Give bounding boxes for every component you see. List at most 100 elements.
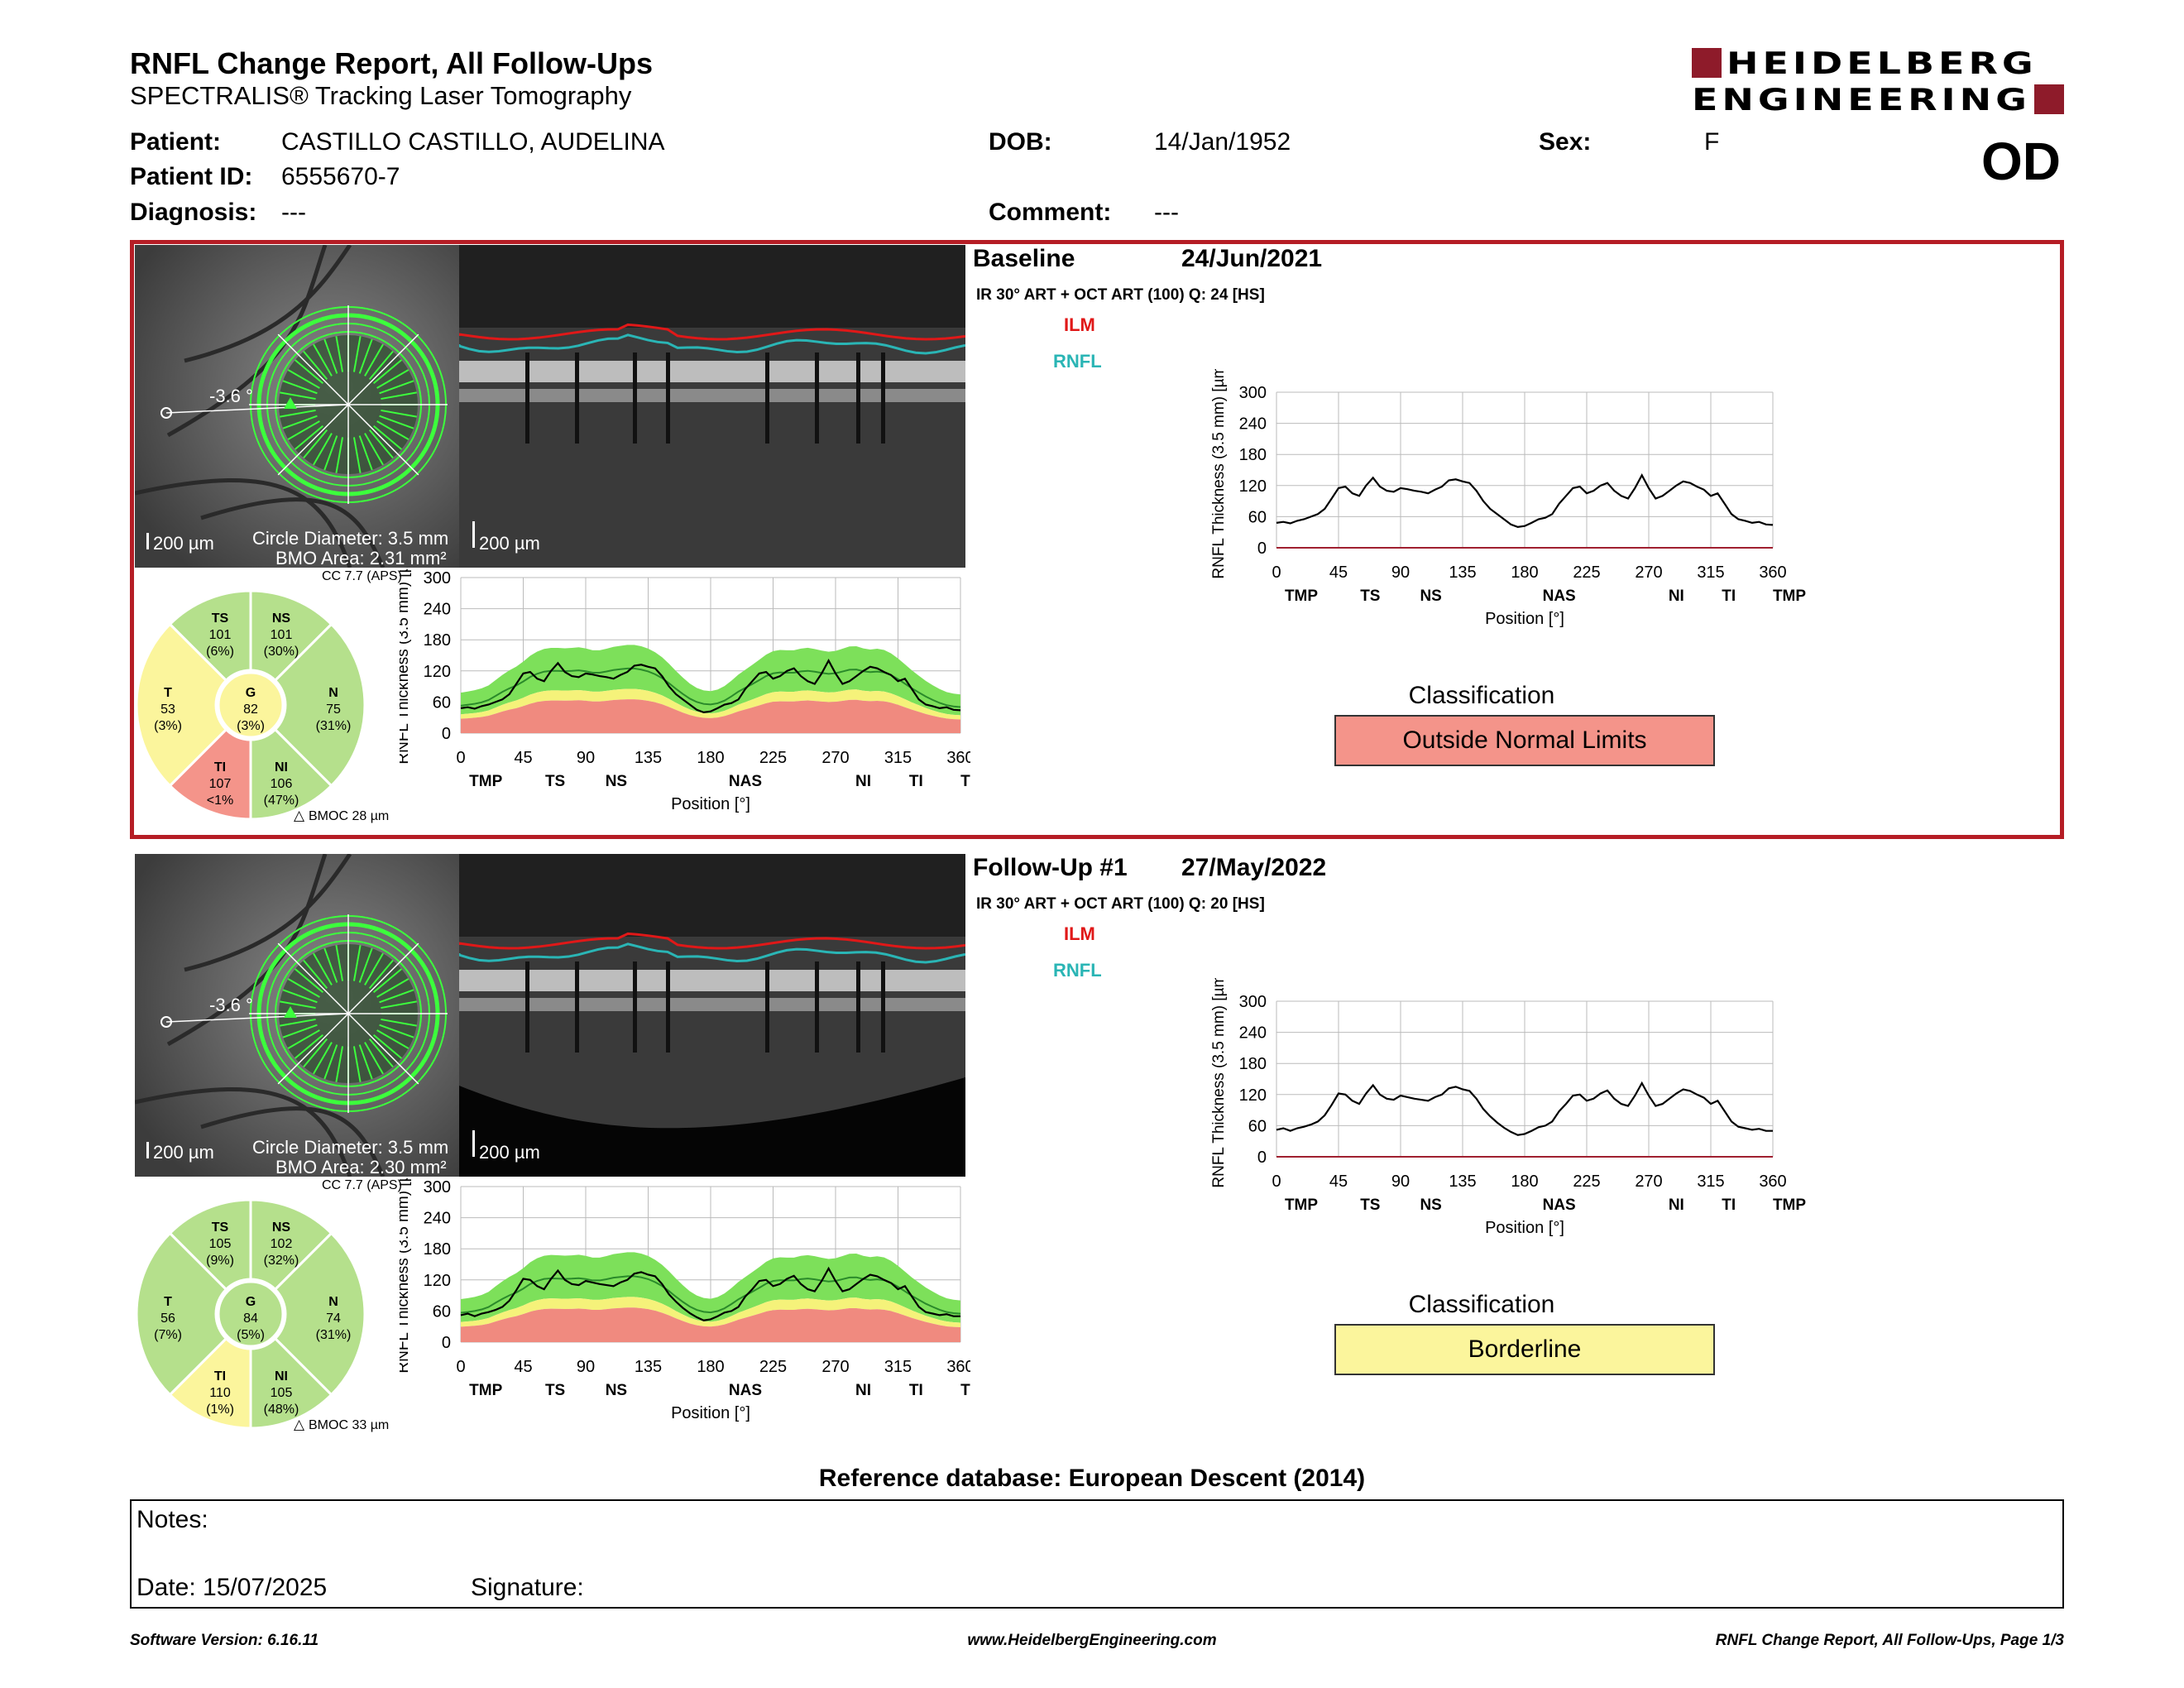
scan0-angle: -3.6 °: [209, 386, 253, 406]
scan1-radial-scan-line: [295, 968, 324, 994]
scan1-bscan-image: [459, 854, 965, 1177]
scan0-rnfl-boundary: [459, 333, 965, 355]
scan1-sector-t-value: 56: [160, 1312, 175, 1326]
website-link[interactable]: www.HeidelbergEngineering.com: [967, 1632, 1217, 1649]
scan1-vessel-shadow: [525, 961, 529, 1053]
scan1-small-sector-label: TMP: [469, 1382, 502, 1399]
dob-value: 14/Jan/1952: [1154, 128, 1291, 156]
scan0-date: 24/Jun/2021: [1181, 245, 1323, 272]
scan0-profile-chart-large: 0 60 120 180 240 300 0 45 90 135 180 225 270 315 360 TM…: [1210, 369, 1806, 628]
scan1-small-sector-label: TMP: [960, 1382, 970, 1399]
scan0-classification-result: Outside Normal Limits: [1334, 715, 1715, 766]
scan1-large-sector-label: TS: [1360, 1196, 1380, 1214]
scan0-large-sector-label: NAS: [1543, 587, 1576, 605]
scan0-small-sector-label: TS: [545, 773, 565, 790]
scan1-radial-scan-line: [352, 945, 362, 981]
scan1-radial-scan-line: [358, 1044, 373, 1080]
scan1-small-normal-band: [461, 1252, 960, 1323]
scan1-sector-g: [217, 1280, 285, 1348]
notes-box[interactable]: Notes: Date: 15/07/2025 Signature:: [130, 1499, 2064, 1609]
scan1-choroid-layer: [459, 998, 965, 1011]
scan0-large-ytick-label: 240: [1239, 415, 1267, 434]
scan0-vessel-shadow: [881, 352, 885, 444]
scan0-vessel: [200, 497, 386, 568]
scan1-small-ytick-label: 60: [433, 1302, 451, 1321]
scan0-bmoc-label: BMOC 28 µm: [309, 809, 390, 823]
scan1-sector-ni-value: 105: [271, 1386, 293, 1400]
scan0-small-ytick-label: 300: [424, 569, 451, 587]
scan1-large-xtick-label: 45: [1329, 1172, 1348, 1191]
scan0-large-ytick-label: 120: [1239, 477, 1267, 496]
scan0-slo-svg: [135, 245, 459, 568]
scan1-large-xtick-label: 180: [1511, 1172, 1538, 1191]
heidelberg-logo: HEIDELBERG ENGINEERING: [1692, 45, 2071, 117]
scan1-vessel-shadow: [575, 961, 579, 1053]
scan0-sector-ts-value: 101: [209, 628, 232, 642]
scan0-radial-scan-line: [376, 420, 410, 440]
logo-line2: ENGINEERING: [1692, 81, 2031, 117]
scan0-radial-scan-line: [352, 336, 362, 372]
baseline-highlight-frame: [130, 240, 2064, 839]
scan0-ilm-label: ILM: [1064, 314, 1095, 335]
scan1-radial-scan-line: [368, 960, 394, 990]
scan0-radial-scan-line: [335, 437, 344, 473]
scan1-large-sector-label: TMP: [1285, 1196, 1318, 1214]
scan1-radial-scan-line: [280, 1018, 316, 1027]
scan1-large-ytick-label: 180: [1239, 1055, 1267, 1073]
scan0-vessel-shadow: [765, 352, 769, 444]
scan0-large-ytick-label: 0: [1257, 539, 1267, 558]
followup-panel: -3.6 ° 200 µm Circle Diameter: 3.5 mm BMO A…: [135, 854, 2059, 1443]
scan0-small-xtick-label: 270: [821, 749, 849, 767]
scan0-small-xtick-label: 360: [946, 749, 970, 767]
scan1-small-sector-label: TS: [545, 1382, 565, 1399]
patient-id-label: Patient ID:: [130, 163, 253, 190]
scan0-bscan-scale-bar: [472, 521, 475, 548]
notes-label: Notes:: [136, 1506, 208, 1533]
scan1-small-xtick-label: 270: [821, 1358, 849, 1376]
scan0-sector-ti: [168, 727, 252, 821]
dob-label: DOB:: [989, 128, 1052, 156]
scan0-sector-ns-pct: (30%): [264, 645, 299, 659]
scan0-radial-scan-line: [372, 359, 402, 385]
scan0-circle-diameter: Circle Diameter: 3.5 mm: [252, 528, 449, 549]
scan0-large-sector-label: NI: [1669, 587, 1684, 605]
scan0-large-xlabel: Position [°]: [1485, 610, 1564, 628]
scan1-bmoc-label: BMOC 33 µm: [309, 1418, 390, 1432]
scan1-radial-scan-line: [282, 989, 318, 1004]
scan1-small-xlabel: Position [°]: [671, 1404, 750, 1422]
scan0-classification-title: Classification: [1408, 682, 1555, 709]
scan0-radial-scan-line: [295, 359, 324, 385]
scan1-radial-scan-line: [282, 1024, 318, 1038]
scan1-circle-diameter: Circle Diameter: 3.5 mm: [252, 1137, 449, 1158]
comment-value: ---: [1154, 199, 1179, 226]
scan1-small-rnfl-profile-line: [460, 1266, 960, 1321]
scan1-radial-scan-line: [379, 989, 414, 1004]
scan1-large-sector-label: TMP: [1773, 1196, 1806, 1214]
scan1-small-borderline-band: [461, 1297, 960, 1328]
scan0-sector-pie: TS 101 (6%) NS 101 (30%) T 53 (3%) G 82 (3%) N 75 (31%…: [135, 589, 366, 821]
scan0-large-xtick-label: 180: [1511, 563, 1538, 582]
scan0-bscan-scale: 200 µm: [479, 533, 540, 554]
scan0-vessel-shadow: [525, 352, 529, 444]
scan0-large-sector-label: TMP: [1285, 587, 1318, 605]
scan0-radial-scan-line: [335, 336, 344, 372]
scan1-vessel-shadow: [666, 961, 670, 1053]
scan0-small-ylabel: RNFL Thickness (3.5 mm) [µm]: [400, 569, 412, 765]
scan1-radial-scan-line: [295, 1033, 324, 1059]
scan1-radial-scan-line: [287, 1029, 320, 1049]
scan0-sector-g: [217, 671, 285, 739]
scan1-radial-scan-line: [381, 1018, 417, 1027]
diagnosis-label: Diagnosis:: [130, 199, 257, 226]
scan0-small-sector-label: TI: [909, 773, 923, 790]
scan1-radial-scan-line: [303, 1038, 328, 1067]
scan1-profile-chart-small: 0 60 120 180 240 300 0 45 90 135 180 225 270 315 360 TM…: [400, 1178, 970, 1422]
scan0-small-sector-label: NI: [855, 773, 871, 790]
scan1-radial-scan-line: [335, 945, 344, 981]
scan0-delta-icon: △: [294, 808, 305, 823]
scan0-small-sector-label: TMP: [960, 773, 970, 790]
scan1-rnfl-boundary: [459, 942, 965, 964]
scan1-large-xtick-label: 0: [1272, 1172, 1281, 1191]
scan1-slo-image: [135, 854, 459, 1177]
scan0-large-xtick-label: 360: [1759, 563, 1786, 582]
scan0-radial-scan-line: [323, 338, 338, 374]
